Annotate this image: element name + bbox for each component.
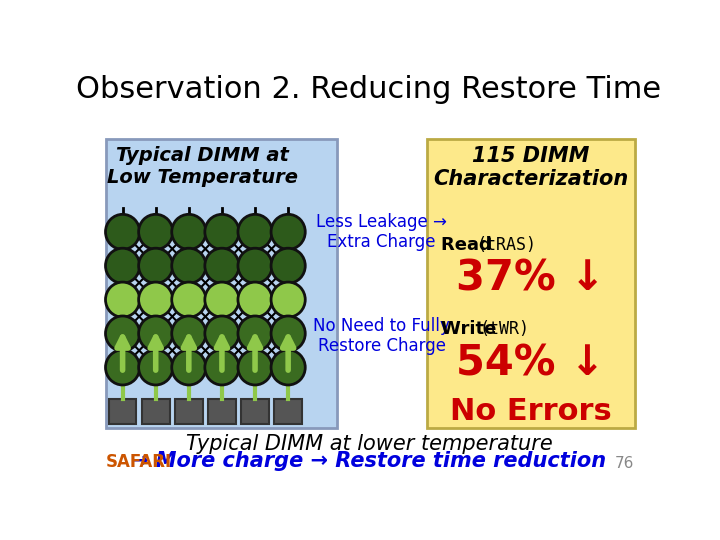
Text: Typical DIMM at lower temperature: Typical DIMM at lower temperature [186,434,552,454]
Ellipse shape [238,282,272,317]
Ellipse shape [139,350,173,385]
Text: (tRAS): (tRAS) [476,236,536,254]
Ellipse shape [238,248,272,284]
Text: No Errors: No Errors [450,397,611,427]
Ellipse shape [106,214,140,249]
Bar [109,399,137,423]
Ellipse shape [238,350,272,385]
Ellipse shape [172,350,206,385]
Ellipse shape [238,214,272,249]
Bar [208,399,235,423]
Text: Read: Read [441,236,498,254]
Text: 76: 76 [614,456,634,471]
Ellipse shape [204,350,239,385]
Ellipse shape [172,214,206,249]
Text: No Need to Fully
Restore Charge: No Need to Fully Restore Charge [313,316,450,355]
Ellipse shape [172,282,206,317]
Bar [274,399,302,423]
Text: Observation 2. Reducing Restore Time: Observation 2. Reducing Restore Time [76,75,662,104]
Text: 54% ↓: 54% ↓ [456,342,605,384]
Ellipse shape [139,214,173,249]
Ellipse shape [204,248,239,284]
Ellipse shape [172,248,206,284]
Ellipse shape [271,248,305,284]
Ellipse shape [271,350,305,385]
Bar [241,399,269,423]
Ellipse shape [106,248,140,284]
Ellipse shape [106,350,140,385]
Ellipse shape [204,214,239,249]
Ellipse shape [106,316,140,351]
Bar [175,399,203,423]
Text: SAFARI: SAFARI [106,454,172,471]
Ellipse shape [271,214,305,249]
Ellipse shape [106,282,140,317]
Ellipse shape [271,316,305,351]
Ellipse shape [139,248,173,284]
Ellipse shape [271,282,305,317]
Ellipse shape [139,316,173,351]
Ellipse shape [204,282,239,317]
Text: Write: Write [441,320,503,339]
Bar [106,139,337,428]
Text: 37% ↓: 37% ↓ [456,257,606,299]
Bar [427,139,634,428]
Text: Typical DIMM at
Low Temperature: Typical DIMM at Low Temperature [107,146,298,187]
Ellipse shape [172,316,206,351]
Text: 115 DIMM
Characterization: 115 DIMM Characterization [433,146,629,189]
Text: → More charge → Restore time reduction: → More charge → Restore time reduction [132,451,606,471]
Text: Less Leakage →
Extra Charge: Less Leakage → Extra Charge [316,213,447,252]
Text: (tWR): (tWR) [479,320,529,339]
Ellipse shape [204,316,239,351]
Bar [142,399,170,423]
Ellipse shape [238,316,272,351]
Ellipse shape [139,282,173,317]
